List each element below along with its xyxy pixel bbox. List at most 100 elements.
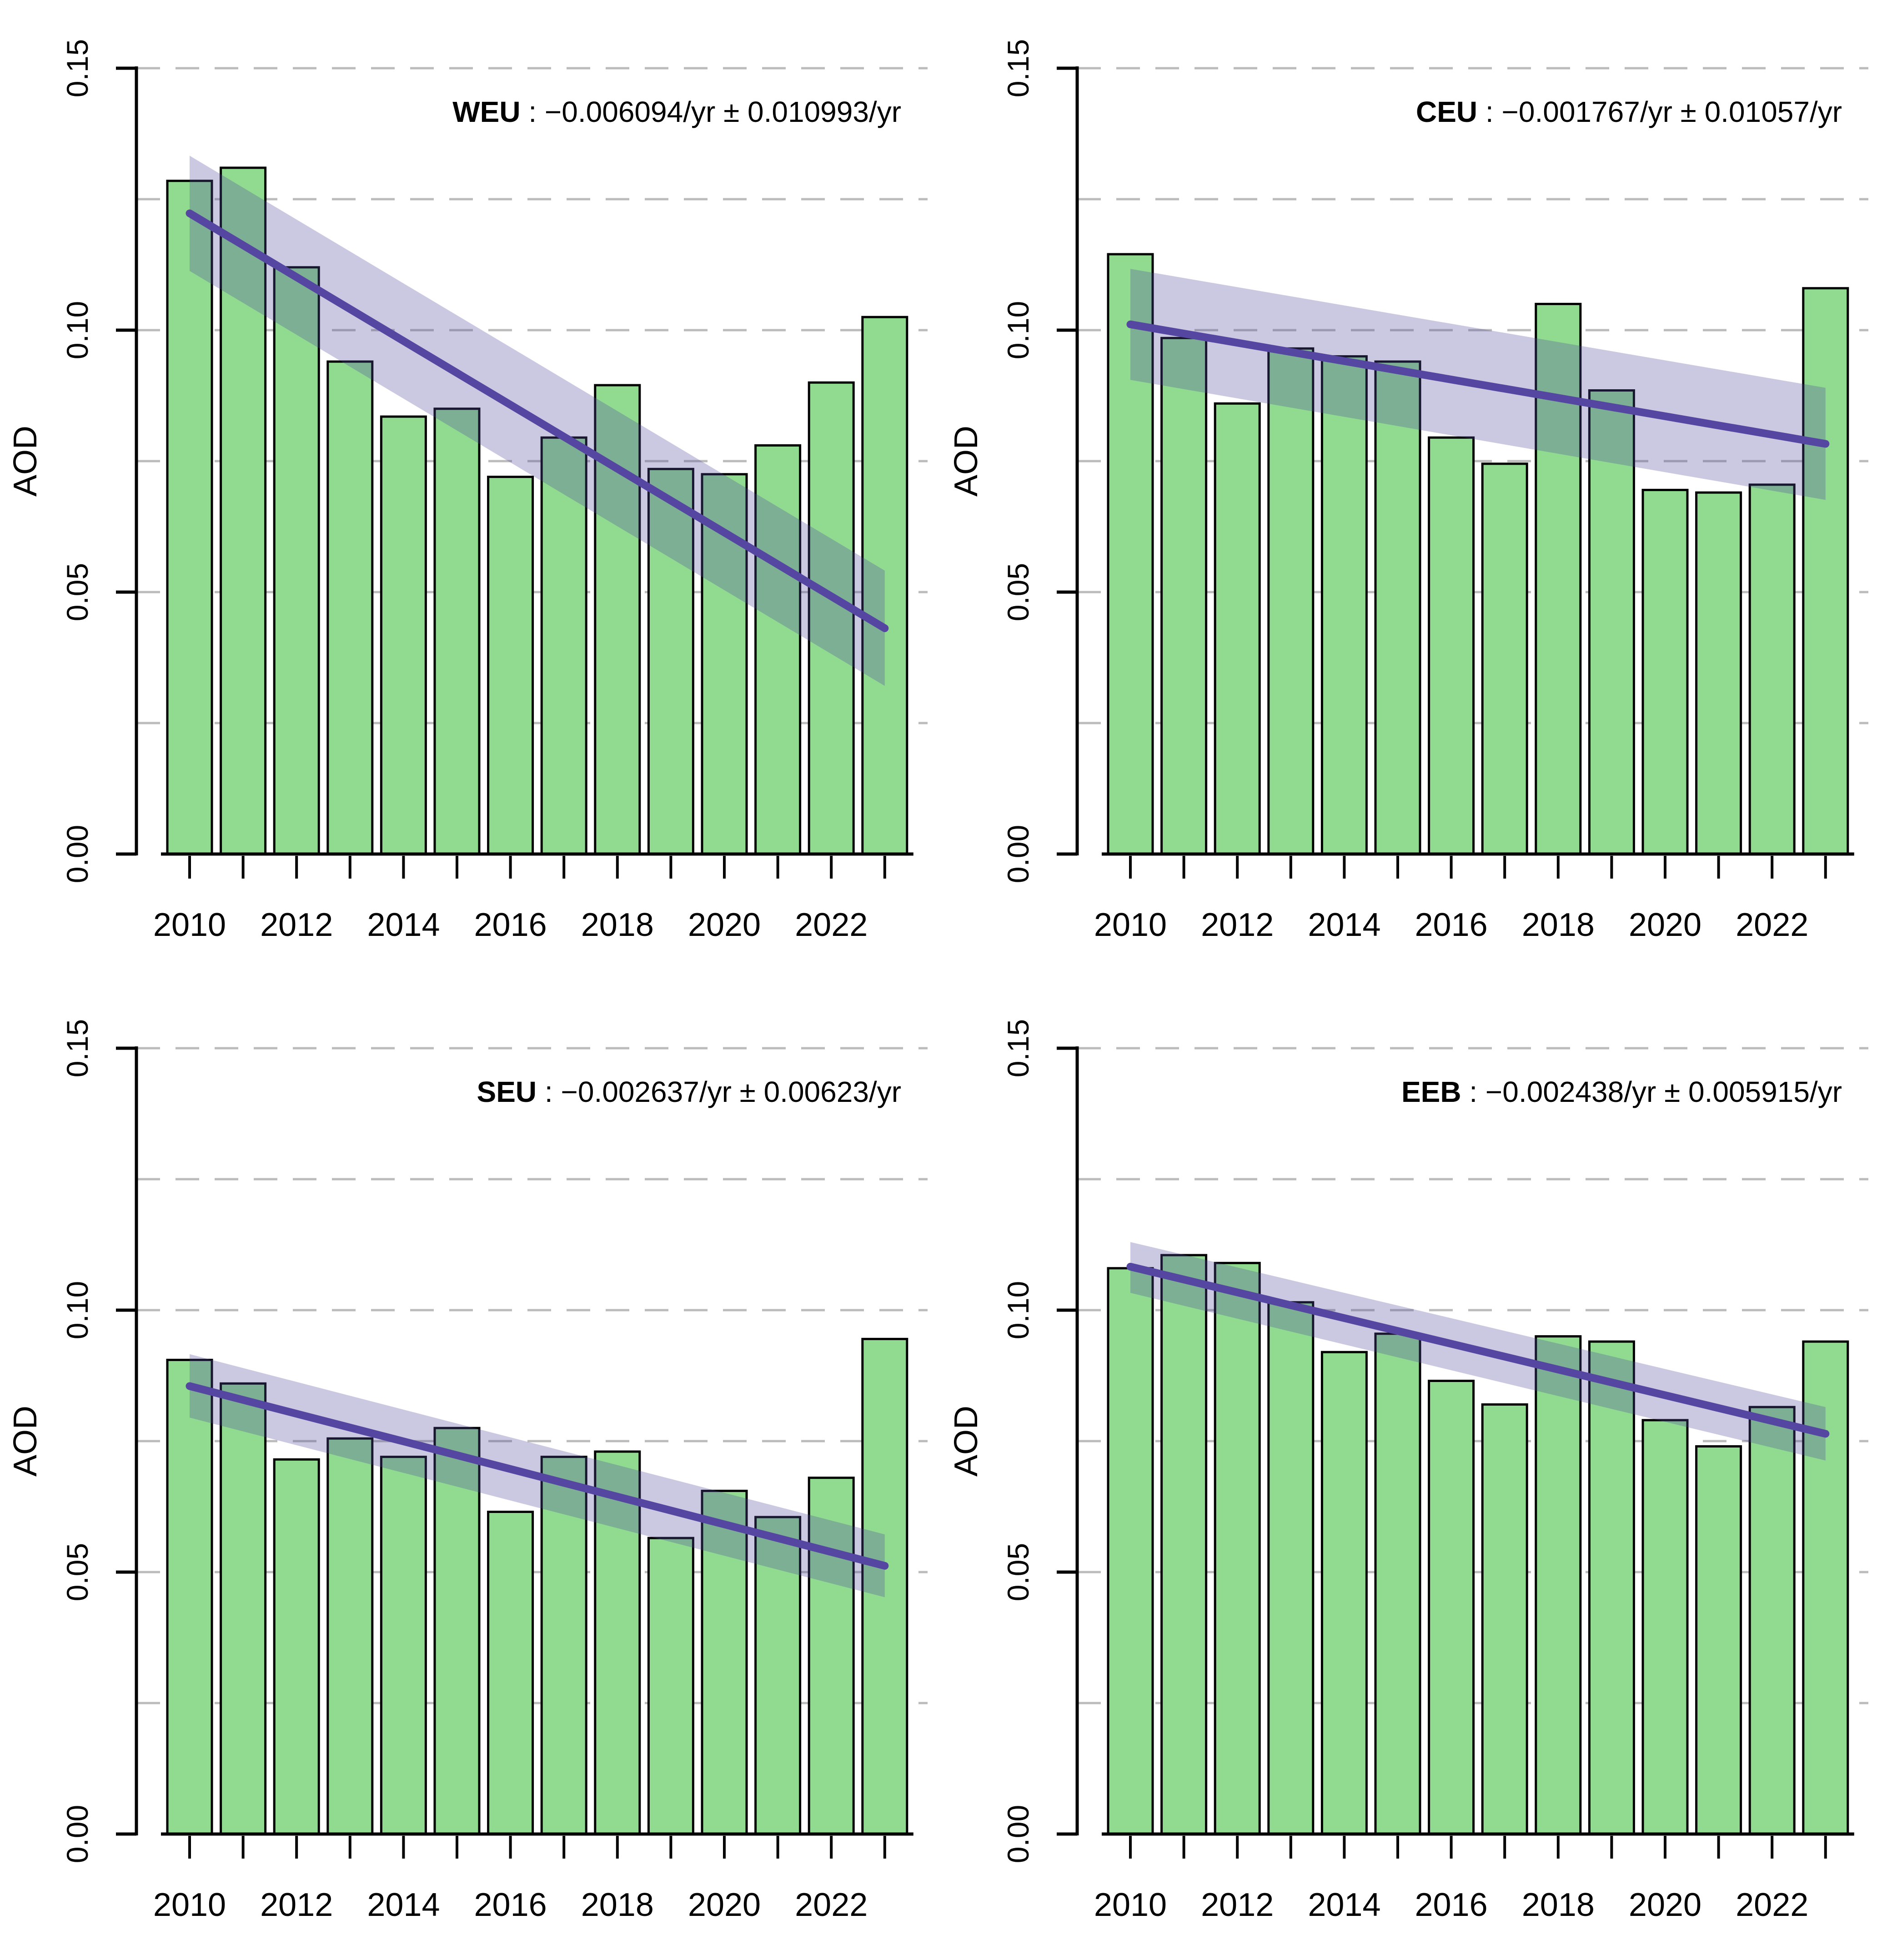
- bar-2016: [1428, 1380, 1475, 1835]
- bar-2012: [1214, 402, 1261, 855]
- trend-line: [1126, 1262, 1830, 1438]
- trend-line: [186, 1382, 889, 1570]
- bar-2021: [1695, 491, 1742, 855]
- bar-2013: [326, 360, 374, 855]
- bar-2022: [808, 381, 855, 855]
- bar-2014: [380, 1456, 427, 1835]
- panel-title: WEU : −0.006094/yr ± 0.010993/yr: [452, 95, 901, 128]
- bar-2018: [1535, 1335, 1582, 1835]
- x-tick-label: 2016: [474, 907, 547, 943]
- bar-2018: [594, 1450, 641, 1835]
- x-tick-label: 2010: [1094, 1887, 1167, 1923]
- bar-2019: [1588, 389, 1635, 855]
- panel-title-region: CEU: [1416, 95, 1477, 128]
- bar-2020: [701, 1489, 748, 1835]
- panel-seu: 0.00 0.05 0.10 0.15 AOD 2010 2012 2014 2016 2018 2…: [7, 1019, 928, 1923]
- x-tick-label: 2014: [367, 907, 440, 943]
- x-tick-label: 2014: [1308, 1887, 1380, 1923]
- panel-title-value: : −0.006094/yr ± 0.010993/yr: [521, 95, 901, 128]
- bar-2021: [754, 1516, 802, 1835]
- bar-2010: [1107, 253, 1154, 855]
- x-tick-label: 2020: [1629, 1887, 1701, 1923]
- panel-title: CEU : −0.001767/yr ± 0.01057/yr: [1416, 95, 1842, 128]
- bar-2011: [1160, 337, 1208, 855]
- bar-2010: [166, 1358, 213, 1835]
- bar-2016: [487, 476, 534, 855]
- bar-2020: [1641, 1419, 1689, 1835]
- bar-2011: [1160, 1254, 1208, 1835]
- x-tick-label: 2022: [795, 1887, 868, 1923]
- y-tick-label: 0.00: [60, 1805, 94, 1863]
- y-tick-label: 0.10: [1001, 301, 1035, 359]
- bar-2012: [273, 1458, 320, 1835]
- y-tick-label: 0.15: [60, 1019, 94, 1077]
- x-tick-label: 2012: [260, 1887, 333, 1923]
- x-tick-label: 2016: [474, 1887, 547, 1923]
- x-tick-label: 2020: [688, 1887, 761, 1923]
- x-tick-label: 2018: [1522, 907, 1595, 943]
- x-tick-label: 2010: [153, 907, 226, 943]
- bar-2010: [166, 180, 213, 855]
- x-tick-label: 2014: [367, 1887, 440, 1923]
- y-tick-label: 0.15: [1001, 1019, 1035, 1077]
- bar-2019: [1588, 1340, 1635, 1835]
- x-tick-label: 2020: [1629, 907, 1701, 943]
- bar-2012: [273, 266, 320, 855]
- y-axis-title: AOD: [948, 426, 984, 497]
- y-tick-label: 0.15: [1001, 39, 1035, 97]
- x-tick-label: 2022: [1736, 907, 1808, 943]
- panel-eeb: 0.00 0.05 0.10 0.15 AOD 2010 2012 2014 2016 2018 2…: [948, 1019, 1868, 1923]
- panel-weu: 0.00 0.05 0.10 0.15 AOD 2010 2012 2014 2016 2018 2…: [7, 39, 928, 943]
- bar-2011: [220, 1382, 267, 1835]
- bar-2021: [754, 444, 802, 855]
- y-tick-label: 0.00: [1001, 825, 1035, 883]
- panel-title-region: SEU: [477, 1075, 537, 1108]
- y-tick-label: 0.05: [60, 563, 94, 621]
- trend-line: [1126, 320, 1830, 448]
- bar-2014: [1320, 1351, 1368, 1835]
- bar-2019: [647, 467, 694, 855]
- bar-2011: [220, 166, 267, 855]
- panel-title-value: : −0.002438/yr ± 0.005915/yr: [1461, 1075, 1842, 1108]
- y-tick-label: 0.10: [60, 1281, 94, 1339]
- x-tick-label: 2018: [581, 907, 654, 943]
- y-tick-label: 0.05: [60, 1543, 94, 1601]
- y-tick-label: 0.00: [60, 825, 94, 883]
- x-tick-label: 2018: [581, 1887, 654, 1923]
- y-axis-title: AOD: [7, 426, 44, 497]
- x-tick-label: 2012: [1201, 1887, 1274, 1923]
- y-tick-label: 0.00: [1001, 1805, 1035, 1863]
- x-tick-label: 2022: [795, 907, 868, 943]
- x-tick-label: 2016: [1415, 907, 1488, 943]
- bar-2015: [1374, 1332, 1421, 1835]
- bar-2013: [1267, 347, 1315, 855]
- bar-2023: [1802, 1340, 1849, 1835]
- bar-2016: [487, 1511, 534, 1835]
- bar-2021: [1695, 1445, 1742, 1835]
- bar-2014: [1320, 355, 1368, 855]
- bar-2022: [1748, 483, 1796, 855]
- bar-2013: [326, 1437, 374, 1835]
- bar-2020: [1641, 488, 1689, 855]
- x-tick-label: 2014: [1308, 907, 1380, 943]
- bar-2015: [433, 407, 481, 855]
- bar-2012: [1214, 1261, 1261, 1835]
- x-tick-label: 2012: [260, 907, 333, 943]
- trend-line: [186, 209, 889, 632]
- bar-2010: [1107, 1267, 1154, 1835]
- x-tick-label: 2010: [153, 1887, 226, 1923]
- panel-title-value: : −0.001767/yr ± 0.01057/yr: [1477, 95, 1842, 128]
- bar-2019: [647, 1537, 694, 1835]
- x-tick-label: 2018: [1522, 1887, 1595, 1923]
- bar-2014: [380, 415, 427, 855]
- panel-title: SEU : −0.002637/yr ± 0.00623/yr: [477, 1075, 901, 1108]
- bar-2023: [1802, 287, 1849, 855]
- x-tick-label: 2010: [1094, 907, 1167, 943]
- bar-2017: [540, 1456, 587, 1835]
- y-tick-label: 0.10: [60, 301, 94, 359]
- x-tick-label: 2016: [1415, 1887, 1488, 1923]
- y-tick-label: 0.05: [1001, 1543, 1035, 1601]
- y-tick-label: 0.10: [1001, 1281, 1035, 1339]
- bar-2022: [1748, 1406, 1796, 1835]
